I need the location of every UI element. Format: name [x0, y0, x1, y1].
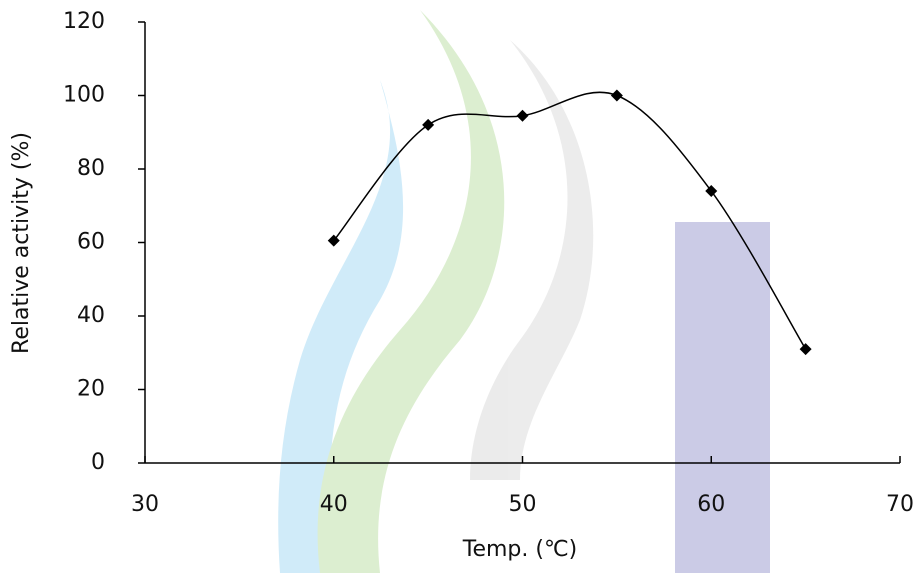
y-tick-label: 0 [91, 450, 105, 475]
x-tick-label: 30 [131, 492, 159, 517]
watermark-shape [675, 222, 770, 573]
watermark-shape [278, 80, 404, 573]
data-point [516, 109, 529, 122]
watermark-shape [470, 40, 594, 480]
data-point [422, 118, 435, 131]
data-point [610, 89, 623, 102]
y-tick-label: 80 [77, 156, 105, 181]
x-axis-label: Temp. (℃) [462, 537, 578, 562]
y-tick-label: 40 [77, 303, 105, 328]
data-line [333, 91, 807, 350]
y-tick-label: 100 [63, 83, 105, 108]
y-axis-label: Relative activity (%) [9, 132, 34, 354]
watermark [278, 10, 770, 573]
x-tick-label: 40 [320, 492, 348, 517]
x-tick-label: 70 [886, 492, 914, 517]
y-tick-label: 20 [77, 377, 105, 402]
watermark-shape [317, 10, 505, 573]
data-point [705, 185, 718, 198]
y-tick-label: 60 [77, 230, 105, 255]
x-tick-label: 50 [509, 492, 537, 517]
data-point [799, 343, 812, 356]
y-tick-label: 120 [63, 9, 105, 34]
x-tick-label: 60 [697, 492, 725, 517]
data-point [327, 234, 340, 247]
